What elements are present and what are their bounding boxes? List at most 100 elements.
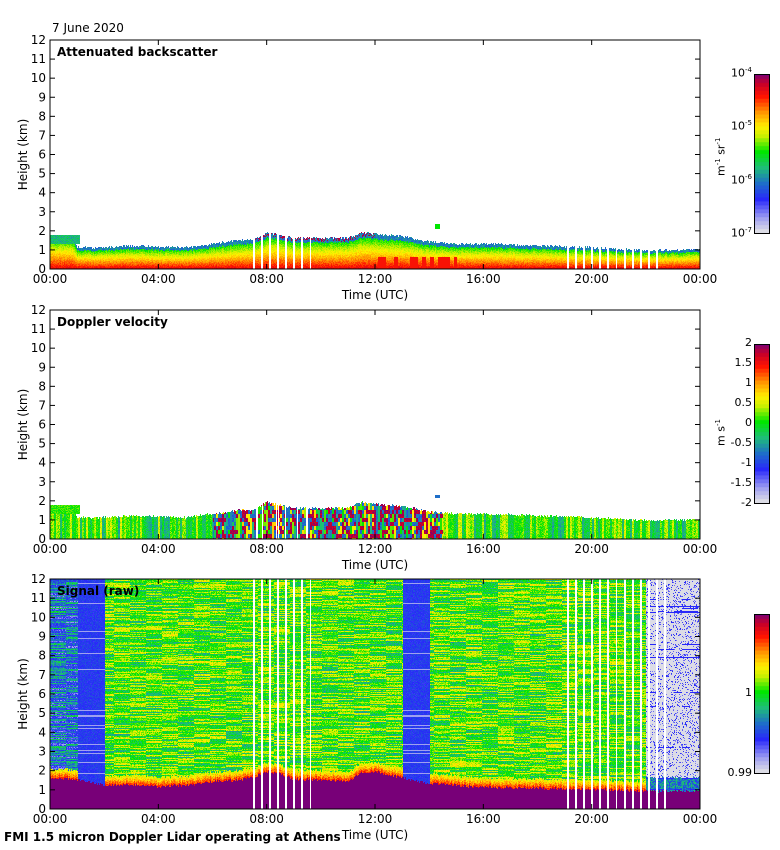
y-tick-label: 4 <box>38 186 46 200</box>
colorbar-unit-label: m s-1 <box>714 419 728 446</box>
colorbar-tick-label: 10-6 <box>731 172 752 187</box>
x-tick-label: 16:00 <box>466 272 501 286</box>
colorbar-tick-label: 10-7 <box>731 226 752 240</box>
y-tick-label: 8 <box>38 649 46 663</box>
colorbar-tick-label: -2 <box>741 496 752 509</box>
backscatter-heatmap <box>50 40 700 269</box>
y-tick-label: 6 <box>38 418 46 432</box>
plot-frame <box>49 39 701 270</box>
y-tick-label: 1 <box>38 783 46 797</box>
x-tick-label: 20:00 <box>574 812 609 826</box>
y-tick-label: 5 <box>38 437 46 451</box>
y-tick-label: 11 <box>31 322 46 336</box>
y-tick-label: 3 <box>38 745 46 759</box>
y-tick-label: 0 <box>38 532 46 546</box>
velocity-colorbar <box>754 344 770 504</box>
x-tick-label: 08:00 <box>249 812 284 826</box>
y-tick-label: 7 <box>38 668 46 682</box>
y-tick-label: 10 <box>31 610 46 624</box>
colorbar-tick-label: 0 <box>745 416 752 429</box>
velocity-heatmap <box>50 310 700 539</box>
signal-colorbar <box>754 614 770 774</box>
y-axis-title: Height (km) <box>16 658 30 729</box>
y-tick-label: 4 <box>38 725 46 739</box>
x-tick-label: 12:00 <box>358 812 393 826</box>
y-tick-label: 8 <box>38 379 46 393</box>
y-tick-label: 2 <box>38 764 46 778</box>
x-tick-label: 08:00 <box>249 542 284 556</box>
plot-frame <box>49 578 701 810</box>
x-tick-label: 00:00 <box>683 812 718 826</box>
x-tick-label: 20:00 <box>574 542 609 556</box>
colorbar-unit-label: m-1 sr-1 <box>714 137 728 176</box>
y-axis-title: Height (km) <box>16 119 30 190</box>
x-tick-label: 16:00 <box>466 542 501 556</box>
y-tick-label: 5 <box>38 706 46 720</box>
y-tick-label: 12 <box>31 303 46 317</box>
y-tick-label: 5 <box>38 167 46 181</box>
plot-frame <box>49 309 701 540</box>
x-axis-title: Time (UTC) <box>341 288 408 302</box>
x-tick-label: 12:00 <box>358 542 393 556</box>
y-tick-label: 7 <box>38 398 46 412</box>
y-tick-label: 1 <box>38 513 46 527</box>
x-tick-label: 08:00 <box>249 272 284 286</box>
y-tick-label: 3 <box>38 475 46 489</box>
x-tick-label: 00:00 <box>33 272 68 286</box>
colorbar-tick-label: -1 <box>741 456 752 469</box>
y-tick-label: 2 <box>38 494 46 508</box>
y-tick-label: 7 <box>38 128 46 142</box>
colorbar-tick-label: 10-4 <box>731 66 752 80</box>
x-tick-label: 00:00 <box>683 542 718 556</box>
y-tick-label: 3 <box>38 205 46 219</box>
y-tick-label: 1 <box>38 243 46 257</box>
y-tick-label: 10 <box>31 341 46 355</box>
y-tick-label: 2 <box>38 224 46 238</box>
colorbar-tick-label: 0.5 <box>734 396 753 409</box>
y-tick-label: 9 <box>38 630 46 644</box>
y-tick-label: 10 <box>31 71 46 85</box>
y-tick-label: 8 <box>38 109 46 123</box>
y-tick-label: 12 <box>31 572 46 586</box>
backscatter-colorbar <box>754 74 770 234</box>
colorbar-tick-label: 1 <box>745 686 752 699</box>
y-tick-label: 11 <box>31 591 46 605</box>
signal-heatmap <box>50 579 700 809</box>
x-tick-label: 00:00 <box>683 272 718 286</box>
x-tick-label: 00:00 <box>33 542 68 556</box>
x-axis-title: Time (UTC) <box>341 558 408 572</box>
colorbar-tick-label: 2 <box>745 336 752 349</box>
y-tick-label: 6 <box>38 148 46 162</box>
y-tick-label: 9 <box>38 360 46 374</box>
y-tick-label: 0 <box>38 802 46 816</box>
footer-caption: FMI 1.5 micron Doppler Lidar operating a… <box>4 830 341 844</box>
x-tick-label: 00:00 <box>33 812 68 826</box>
x-tick-label: 12:00 <box>358 272 393 286</box>
y-tick-label: 9 <box>38 90 46 104</box>
colorbar-tick-label: 0.99 <box>727 766 753 779</box>
y-axis-title: Height (km) <box>16 389 30 460</box>
panel-title: Attenuated backscatter <box>57 45 217 59</box>
x-axis-title: Time (UTC) <box>341 828 408 842</box>
colorbar-tick-label: 1.5 <box>734 356 753 369</box>
colorbar-tick-label: 10-5 <box>731 119 752 133</box>
colorbar-tick-label: 1 <box>745 376 752 389</box>
panel-title: Doppler velocity <box>57 315 168 329</box>
y-tick-label: 0 <box>38 262 46 276</box>
y-tick-label: 6 <box>38 687 46 701</box>
panel-title: Signal (raw) <box>57 584 139 598</box>
x-tick-label: 04:00 <box>141 272 176 286</box>
y-tick-label: 4 <box>38 456 46 470</box>
colorbar-tick-label: -1.5 <box>730 476 752 489</box>
x-tick-label: 16:00 <box>466 812 501 826</box>
x-tick-label: 20:00 <box>574 272 609 286</box>
x-tick-label: 04:00 <box>141 542 176 556</box>
y-tick-label: 11 <box>31 52 46 66</box>
date-label: 7 June 2020 <box>52 21 124 35</box>
y-tick-label: 12 <box>31 33 46 47</box>
colorbar-tick-label: -0.5 <box>730 436 752 449</box>
